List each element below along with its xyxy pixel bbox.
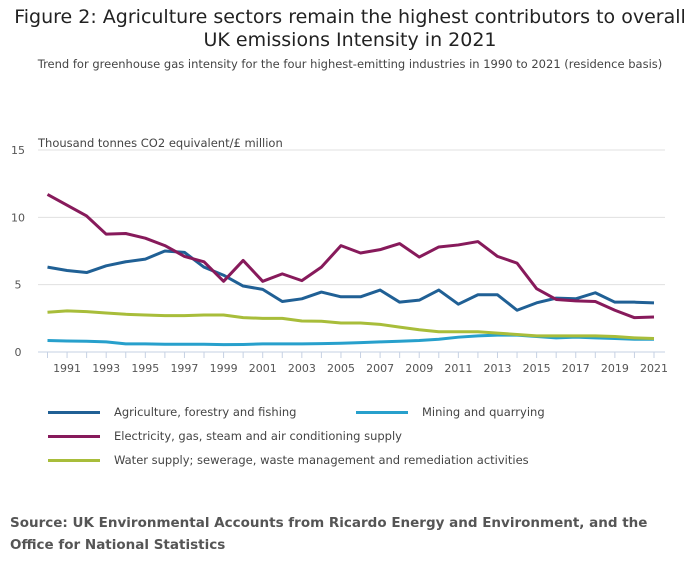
x-tick-label: 1999 [210,362,238,375]
y-tick-label: 0 [15,346,22,359]
legend-item[interactable]: Water supply; sewerage, waste management… [48,453,529,467]
series-line-3 [47,309,655,341]
x-tick-label: 2005 [327,362,355,375]
y-tick-label: 5 [15,279,22,292]
series-line-1 [47,333,654,347]
x-tick-label: 2003 [288,362,316,375]
x-tick-label: 1993 [92,362,120,375]
x-tick-label: 2021 [640,362,668,375]
source-note: Source: UK Environmental Accounts from R… [10,515,648,553]
chart-subtitle: Trend for greenhouse gas intensity for t… [37,57,663,71]
y-axis-label: Thousand tonnes CO2 equivalent/£ million [38,136,283,150]
legend-item[interactable]: Agriculture, forestry and fishing [48,405,296,419]
legend-swatch [356,410,408,414]
legend-label: Electricity, gas, steam and air conditio… [114,429,402,443]
x-tick-label: 1997 [170,362,198,375]
legend-label: Mining and quarrying [422,405,545,419]
legend-item[interactable]: Electricity, gas, steam and air conditio… [48,429,402,443]
x-tick-label: 2001 [249,362,277,375]
x-tick-label: 2013 [483,362,511,375]
chart-title: Figure 2: Agriculture sectors remain the… [14,6,686,51]
legend-swatch [48,434,100,438]
series-line-2 [46,193,655,320]
legend-swatch [48,410,100,414]
x-tick-label: 2007 [366,362,394,375]
x-tick-label: 2011 [444,362,472,375]
x-tick-label: 2017 [562,362,590,375]
x-tick-label: 2019 [601,362,629,375]
x-tick-label: 1991 [53,362,81,375]
x-tick-label: 2015 [523,362,551,375]
legend-item[interactable]: Mining and quarrying [356,405,545,419]
x-tick-label: 1995 [131,362,159,375]
x-tick-label: 2009 [405,362,433,375]
legend-label: Agriculture, forestry and fishing [114,405,297,419]
legend-swatch [48,458,100,462]
y-tick-label: 10 [11,211,25,224]
y-tick-label: 15 [11,144,25,157]
legend-label: Water supply; sewerage, waste management… [114,453,529,467]
line-chart: 0 5 10 15 1991 1993 1995 1997 1999 2001 2003 2005 20… [11,144,668,375]
